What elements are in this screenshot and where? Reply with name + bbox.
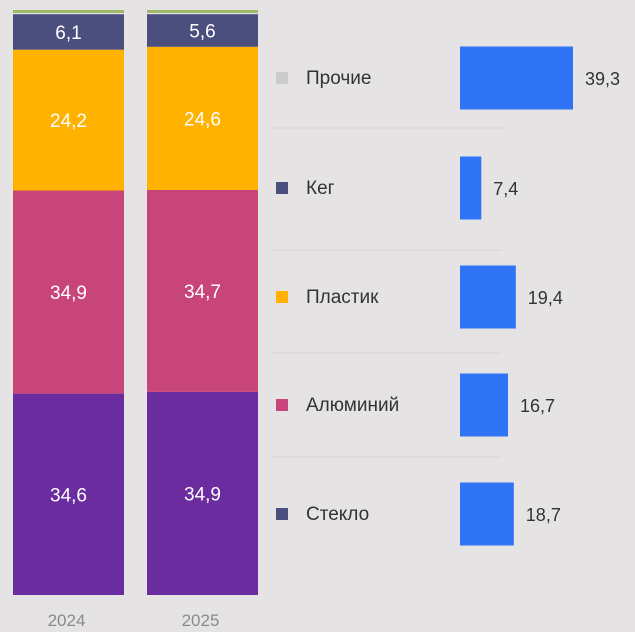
x-tick-label-2024: 2024 xyxy=(48,611,86,630)
category-bar-chart: Прочие 39,3 Кег 7,4 Пластик 19,4 Алюминий 16,7 С… xyxy=(272,46,620,546)
category-bar-2 xyxy=(460,265,516,329)
column-cap-2025 xyxy=(147,10,258,13)
legend-label-2: Пластик xyxy=(306,287,379,308)
stack-value-label-2024-0: 34,6 xyxy=(50,485,87,506)
stack-value-label-2025-3: 5,6 xyxy=(189,22,215,43)
stack-value-label-2025-0: 34,9 xyxy=(184,484,221,505)
stack-value-label-2024-2: 24,2 xyxy=(50,111,87,132)
stack-segment-2025-1 xyxy=(147,189,258,392)
legend-label-4: Стекло xyxy=(306,504,369,525)
stack-value-label-2025-1: 34,7 xyxy=(184,282,221,303)
category-value-label-1: 7,4 xyxy=(493,179,518,199)
category-value-label-0: 39,3 xyxy=(585,69,620,89)
category-bar-0 xyxy=(460,46,573,110)
stack-segment-2024-0 xyxy=(13,393,124,595)
legend-label-1: Кег xyxy=(306,178,335,199)
legend-swatch-3 xyxy=(276,399,288,411)
stacked-bar-chart: 34,6 34,9 24,2 6,1 2024 34,9 34,7 24,6 5,6 2025 xyxy=(13,10,258,630)
stack-value-label-2024-1: 34,9 xyxy=(50,283,87,304)
category-value-label-4: 18,7 xyxy=(526,505,561,525)
legend-swatch-0 xyxy=(276,72,288,84)
x-tick-label-2025: 2025 xyxy=(182,611,220,630)
stack-segment-2024-1 xyxy=(13,190,124,394)
category-bar-1 xyxy=(460,156,482,220)
legend-swatch-4 xyxy=(276,508,288,520)
legend-swatch-2 xyxy=(276,291,288,303)
stack-value-label-2024-3: 6,1 xyxy=(55,23,81,44)
legend-label-3: Алюминий xyxy=(306,395,399,416)
stack-segment-2024-2 xyxy=(13,49,124,191)
column-cap-2024 xyxy=(13,10,124,13)
legend-swatch-1 xyxy=(276,182,288,194)
legend-label-0: Прочие xyxy=(306,68,371,89)
category-value-label-3: 16,7 xyxy=(520,396,555,416)
category-value-label-2: 19,4 xyxy=(528,288,563,308)
category-bar-4 xyxy=(460,482,514,546)
stack-segment-2024-3 xyxy=(13,14,124,50)
stack-segment-2025-2 xyxy=(147,46,258,190)
stack-segment-2025-3 xyxy=(147,14,258,47)
stack-segment-2025-0 xyxy=(147,391,258,595)
category-bar-3 xyxy=(460,373,508,437)
stack-value-label-2025-2: 24,6 xyxy=(184,109,221,130)
